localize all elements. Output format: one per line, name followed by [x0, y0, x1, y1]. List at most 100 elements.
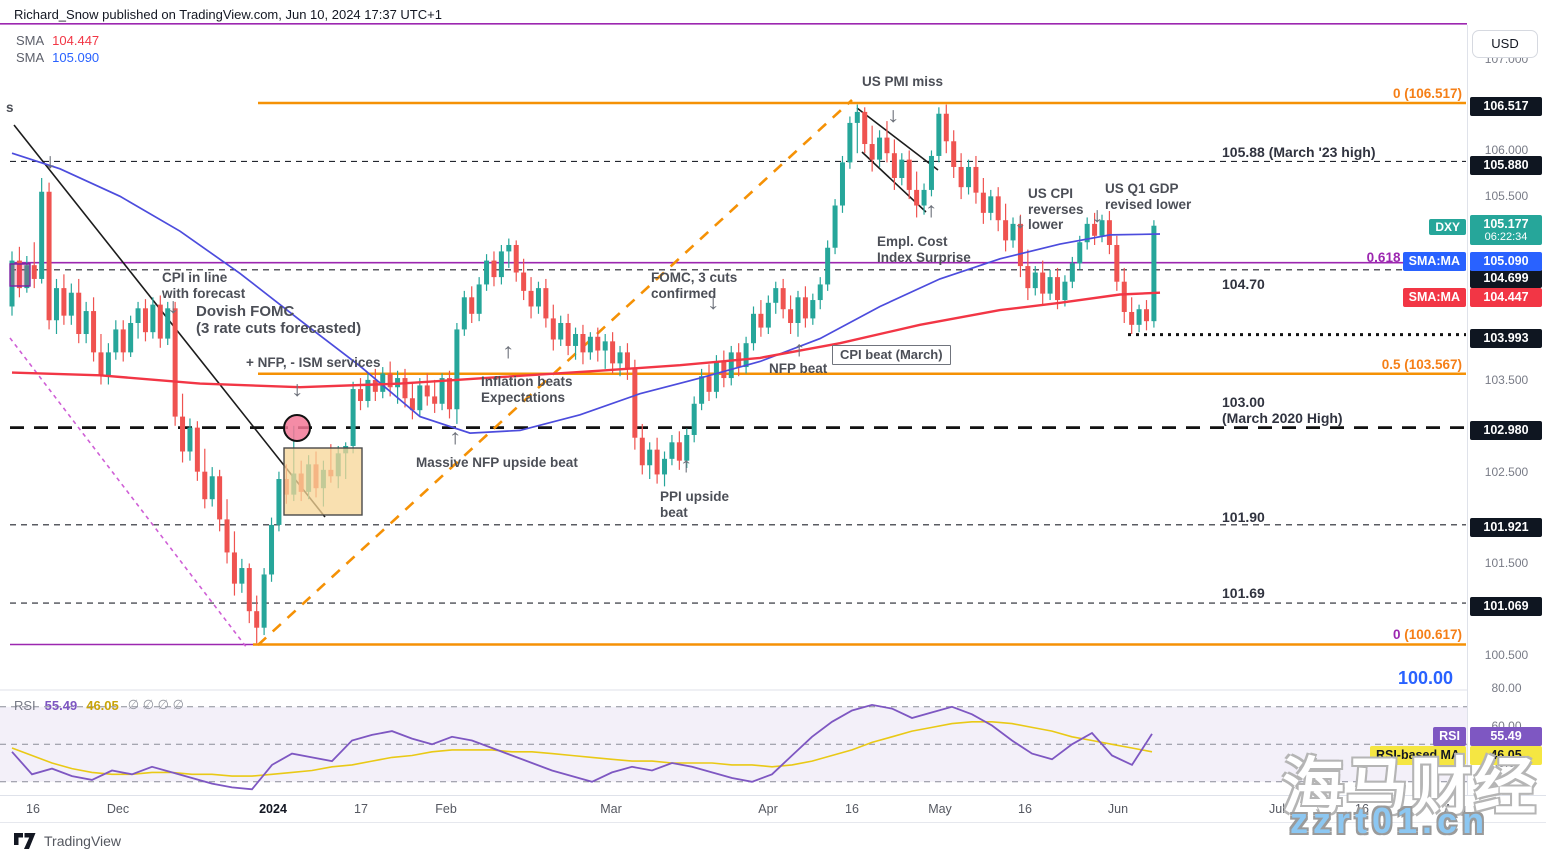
time-label: Mar [600, 802, 622, 816]
candle [573, 334, 579, 346]
candle [617, 352, 623, 364]
rsi-ma-legend-value: 46.05 [86, 697, 119, 713]
time-label: 16 [26, 802, 40, 816]
sma2-label: SMA [16, 50, 45, 65]
candle [825, 247, 831, 285]
candle [1017, 223, 1023, 267]
candle [676, 442, 682, 461]
rsi-ma-label-badge: RSI-based MA [1369, 746, 1466, 765]
candle [995, 196, 1001, 221]
candle [46, 191, 52, 321]
candle [365, 379, 371, 402]
candle [1069, 263, 1075, 282]
annotation: NFP beat [769, 361, 828, 376]
candle [128, 322, 134, 353]
candle [1055, 277, 1061, 301]
price-tick: 100.500 [1484, 648, 1529, 663]
price-level-badge: 106.517 [1470, 97, 1542, 116]
time-label: Aug [1443, 802, 1467, 816]
candle [1129, 311, 1135, 325]
candle [380, 373, 386, 392]
candle [165, 308, 171, 339]
sma1-legend[interactable]: SMA 104.447 [16, 33, 99, 48]
candle [1010, 223, 1016, 241]
candle [877, 137, 883, 160]
candle [713, 361, 719, 392]
annotation: FOMC, 3 cuts confirmed [651, 270, 738, 301]
time-label: 16 [1018, 802, 1032, 816]
candle [172, 308, 178, 417]
candle [988, 196, 994, 213]
sma-red-price-badge: 104.447 [1470, 288, 1542, 307]
candle [76, 292, 82, 335]
candle [706, 376, 712, 392]
down-arrow-marker: ↓ [706, 291, 720, 314]
candle [506, 244, 512, 252]
candle [194, 427, 200, 472]
up-arrow-marker: ↑ [792, 338, 806, 361]
price-level-badge: 104.699 [1470, 269, 1542, 288]
candle [980, 192, 986, 213]
up-arrow-marker: ↑ [679, 454, 693, 477]
candle [669, 442, 675, 459]
down-arrow-marker: ↓ [1090, 204, 1104, 227]
up-arrow-marker: ↑ [448, 426, 462, 449]
sma-blue-price-badge: 105.090 [1470, 252, 1542, 271]
candle [832, 205, 838, 248]
time-axis[interactable]: 16 Dec 2024 17 Feb Mar Apr 16 May 16 Jun Jul 16 Aug [0, 795, 1546, 821]
price-tick: 101.500 [1484, 556, 1529, 571]
candle [217, 476, 223, 520]
candle [765, 302, 771, 328]
candle [135, 308, 141, 323]
dxy-symbol-badge: DXY [1429, 219, 1466, 235]
candle [535, 288, 541, 307]
highlight-box [283, 447, 363, 516]
tradingview-brand[interactable]: TradingView [14, 832, 121, 850]
annotation: 103.00 (March 2020 High) [1222, 394, 1343, 427]
time-label: Feb [435, 802, 457, 816]
rsi-legend-label: RSI [14, 697, 36, 713]
price-level-badge: 103.993 [1470, 329, 1542, 348]
publish-header: Richard_Snow published on TradingView.co… [14, 7, 442, 22]
candle [498, 251, 504, 278]
candle [1099, 220, 1105, 236]
fib-level-label: 0 (100.617) [1392, 627, 1462, 642]
candle [639, 437, 645, 466]
candle [810, 300, 816, 319]
price-scale[interactable] [1467, 25, 1546, 795]
candle [699, 376, 705, 404]
candle [728, 352, 734, 379]
down-arrow-marker: ↓ [886, 104, 900, 127]
price-tick: 106.000 [1484, 143, 1529, 158]
annotation: + NFP, - ISM services [246, 355, 381, 370]
candle [743, 343, 749, 368]
annotation: Massive NFP upside beat [416, 455, 578, 470]
candle [513, 244, 519, 273]
currency-button[interactable]: USD [1472, 30, 1538, 58]
candle [1121, 281, 1127, 312]
up-arrow-marker: ↑ [924, 199, 938, 222]
candle [446, 378, 452, 410]
rsi-legend-value: 55.49 [44, 697, 78, 713]
annotation: US Q1 GDP revised lower [1105, 181, 1192, 212]
candle [580, 334, 586, 353]
candle [528, 290, 534, 307]
annotation: US PMI miss [862, 74, 944, 89]
sma-red-line [11, 291, 1161, 389]
rsi-legend[interactable]: RSI 55.49 46.05 ∅ ∅ ∅ ∅ [14, 697, 184, 713]
candle [387, 373, 393, 388]
candle [224, 519, 230, 553]
candle [550, 318, 556, 340]
candle [921, 189, 927, 206]
candle [1084, 223, 1090, 243]
candle [39, 191, 45, 279]
candle [105, 352, 111, 376]
footer-bar: TradingView [0, 822, 1546, 857]
candle [587, 336, 593, 353]
candle [847, 122, 853, 163]
sma2-legend[interactable]: SMA 105.090 [16, 50, 99, 65]
candle [150, 304, 156, 333]
candle [751, 313, 756, 344]
